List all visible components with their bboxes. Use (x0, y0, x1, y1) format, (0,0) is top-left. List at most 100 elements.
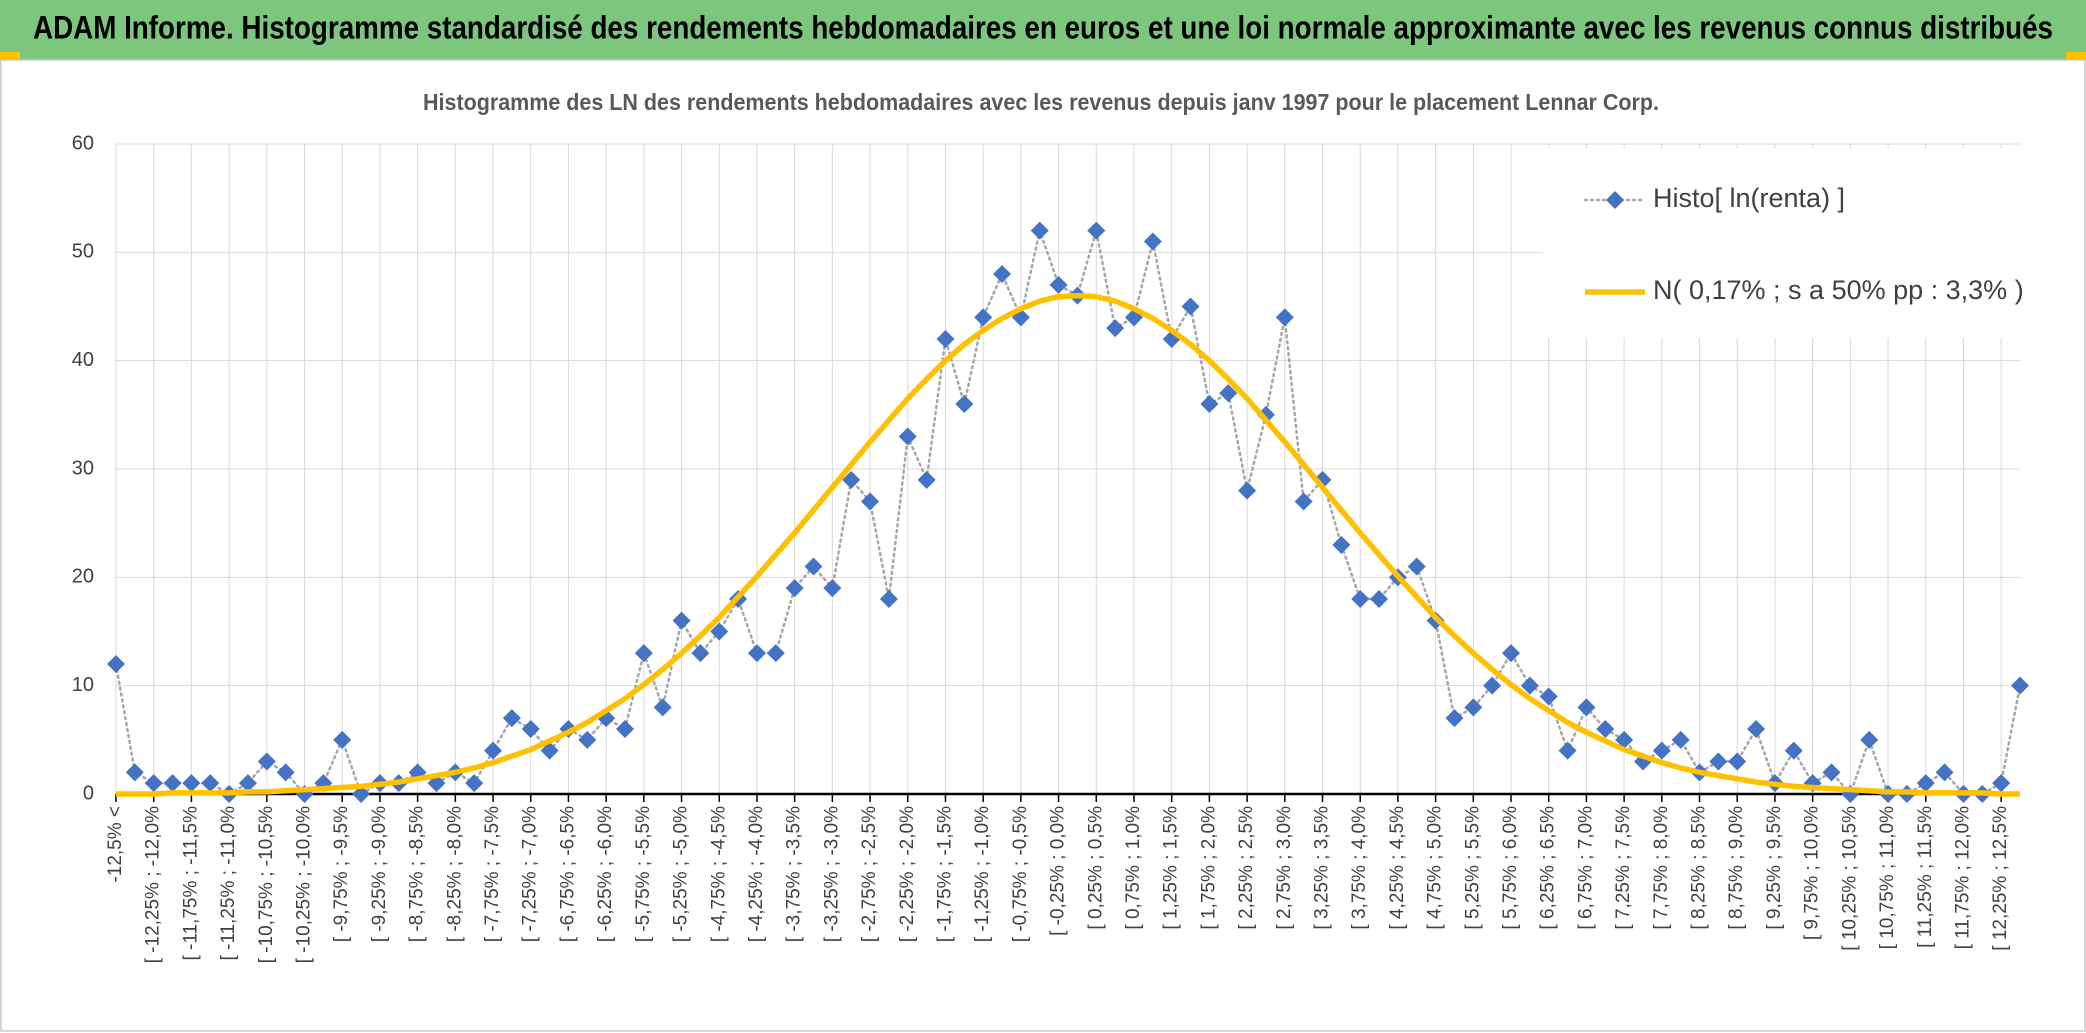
x-tick-label: [ -11,25% ; -11,0% (218, 806, 239, 961)
data-point (125, 763, 144, 782)
x-tick-label: [ -3,25% ; -3,0% (821, 806, 842, 942)
data-point (1916, 774, 1935, 793)
x-tick-label: [ 1,25% ; 1,5% (1161, 806, 1182, 930)
x-tick-label: [ -1,25% ; -1,0% (972, 806, 993, 942)
data-point (1464, 698, 1483, 717)
data-point (1030, 221, 1049, 240)
x-tick-label: [ -10,25% ; -10,0% (294, 806, 315, 963)
x-tick-label: [ -9,75% ; -9,5% (331, 806, 352, 942)
data-point (1539, 687, 1558, 706)
data-point (1219, 384, 1238, 403)
data-point (1483, 676, 1502, 695)
data-point (578, 730, 597, 749)
data-point (653, 698, 672, 717)
data-point (521, 720, 540, 738)
data-point (993, 265, 1012, 283)
data-point (1935, 763, 1954, 782)
x-tick-label: [ 3,75% ; 4,0% (1349, 806, 1370, 930)
corner-mark (2066, 52, 2086, 60)
x-tick-label: [ -11,75% ; -11,5% (180, 806, 201, 961)
data-point (1784, 741, 1803, 760)
x-tick-label: [ 7,75% ; 8,0% (1651, 806, 1672, 930)
data-point (1671, 730, 1690, 749)
x-tick-label: [ 0,75% ; 1,0% (1123, 806, 1144, 930)
data-point (898, 427, 917, 446)
data-point (540, 741, 559, 760)
x-tick-label: [ 8,75% ; 9,0% (1726, 806, 1747, 930)
x-tick-label: [ 1,75% ; 2,0% (1198, 806, 1219, 930)
legend-label: Histo[ ln(renta) ] (1653, 183, 1845, 213)
data-point (1200, 395, 1219, 413)
x-tick-label: [ -0,75% ; -0,5% (1010, 806, 1031, 942)
grid: -12,5% < [ -12,25% ; -12,0% [ -11,75% ; -1… (72, 132, 2020, 963)
y-tick-label: 40 (72, 349, 94, 371)
data-point (974, 308, 993, 327)
data-point (823, 579, 842, 598)
data-point (766, 644, 785, 663)
data-point (1728, 752, 1747, 771)
x-tick-label: [ 9,75% ; 10,0% (1802, 806, 1823, 940)
data-point (710, 622, 729, 641)
data-point (107, 655, 125, 673)
data-point (1520, 676, 1539, 695)
x-tick-label: [ 12,25% ; 12,5% (1990, 806, 2011, 951)
data-point (333, 730, 352, 749)
data-point (917, 470, 936, 489)
x-tick-label: [ 7,25% ; 7,5% (1613, 806, 1634, 930)
x-tick-label: [ 2,75% ; 3,0% (1274, 806, 1295, 930)
data-point (257, 752, 276, 771)
data-point (1332, 535, 1351, 554)
data-point (163, 774, 182, 793)
data-point (182, 774, 201, 793)
data-point (1294, 492, 1313, 511)
x-tick-label: [ -7,75% ; -7,5% (482, 806, 503, 942)
data-point (484, 741, 503, 760)
data-point (1351, 590, 1370, 608)
data-point (1596, 720, 1615, 738)
data-point (691, 644, 710, 663)
x-tick-label: [ -2,25% ; -2,0% (897, 806, 918, 942)
x-tick-label: [ 6,75% ; 7,0% (1575, 806, 1596, 930)
data-point (276, 763, 295, 782)
x-tick-label: [ -6,25% ; -6,0% (595, 806, 616, 942)
data-point (1238, 481, 1257, 500)
data-point (1652, 741, 1671, 760)
data-point (238, 774, 257, 793)
data-point (1370, 590, 1389, 608)
x-tick-label: [ 0,25% ; 0,5% (1085, 806, 1106, 930)
x-tick-label: [ -10,75% ; -10,5% (256, 806, 277, 963)
data-point (634, 644, 653, 663)
x-tick-label: [ -8,75% ; -8,5% (407, 806, 428, 942)
x-tick-label: [ -1,75% ; -1,5% (934, 806, 955, 942)
data-point (465, 774, 484, 793)
x-tick-label: [ 9,25% ; 9,5% (1764, 806, 1785, 930)
y-tick-label: 10 (72, 674, 94, 696)
x-tick-label: [ -2,75% ; -2,5% (859, 806, 880, 942)
data-point (1860, 730, 1879, 749)
data-point (1502, 644, 1521, 663)
x-tick-label: [ -12,25% ; -12,0% (143, 806, 164, 963)
data-point (936, 330, 955, 348)
legend-marker (1606, 191, 1624, 209)
chart-subtitle: Histogramme des LN des rendements hebdom… (423, 89, 1659, 115)
data-point (785, 579, 804, 598)
corner-mark (0, 52, 20, 60)
data-point (1049, 275, 1068, 294)
data-point (1181, 297, 1200, 316)
data-point (1558, 741, 1577, 760)
data-point (1106, 319, 1125, 338)
data-point (879, 590, 898, 608)
data-point (672, 611, 691, 630)
data-point (955, 395, 974, 413)
legend-box (1543, 148, 2023, 338)
data-point (1143, 232, 1162, 251)
data-point (747, 644, 766, 663)
x-tick-label: [ 11,25% ; 11,5% (1915, 806, 1936, 948)
data-point (1747, 720, 1766, 738)
x-tick-label: [ 6,25% ; 6,5% (1538, 806, 1559, 930)
data-point (1709, 752, 1728, 771)
data-point (861, 492, 880, 511)
data-point (1577, 698, 1596, 717)
